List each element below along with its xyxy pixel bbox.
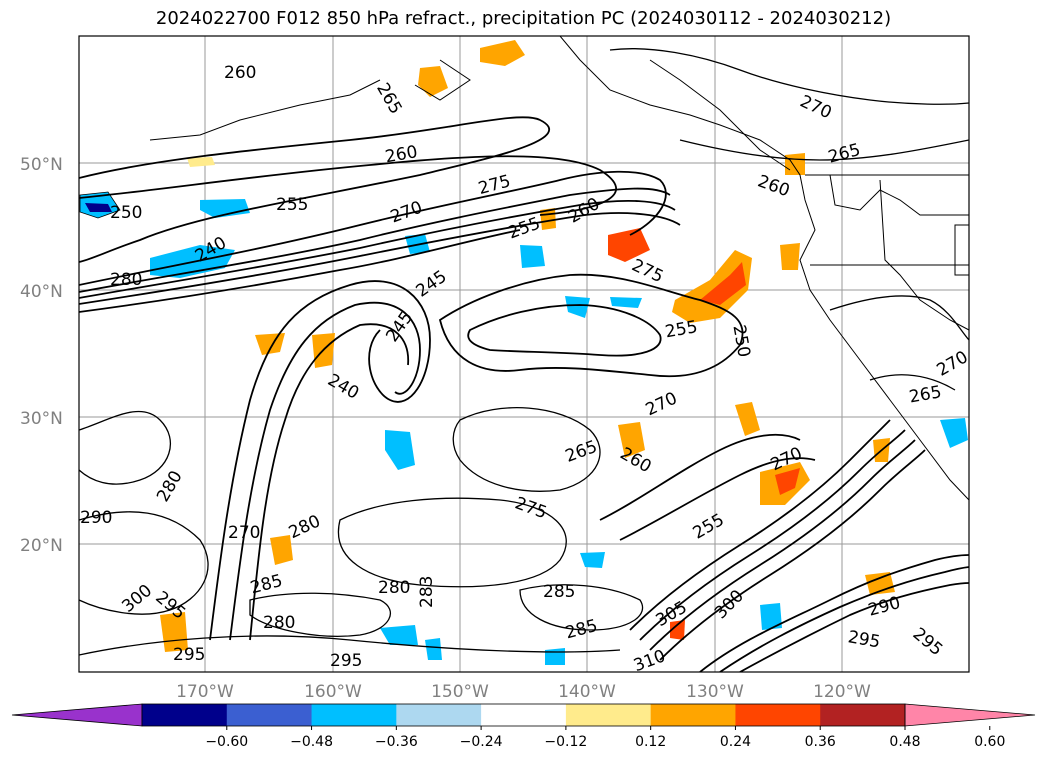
colorbar-tick-label: 0.48 (889, 734, 920, 750)
graticule (79, 36, 969, 672)
colorbar-tick-label: −0.60 (205, 734, 248, 750)
colorbar-tick-label: −0.24 (460, 734, 503, 750)
longitude-labels: 170°W 160°W 150°W 140°W 130°W 120°W (176, 682, 871, 702)
contour-label: 270 (228, 523, 260, 543)
colorbar-segment (820, 704, 906, 726)
coastlines (149, 36, 969, 501)
contour-label: 260 (224, 63, 256, 83)
colorbar-segment (735, 704, 821, 726)
contour-label: 280 (378, 578, 410, 598)
colorbar-tick-label: 0.60 (974, 734, 1005, 750)
colorbar-segment (481, 704, 567, 726)
contour-label: 255 (276, 195, 308, 215)
lon-label: 160°W (304, 682, 362, 702)
refractivity-contours (79, 48, 969, 672)
colorbar-extend-high (904, 703, 1036, 727)
contour-label: 295 (173, 645, 205, 665)
colorbar-tick-label: −0.12 (544, 734, 587, 750)
lat-label: 30°N (20, 409, 63, 429)
colorbar-tick-label: 0.12 (635, 734, 666, 750)
colorbar-tick-label: 0.24 (720, 734, 751, 750)
colorbar-segment (142, 704, 228, 726)
lon-label: 170°W (176, 682, 234, 702)
colorbar-segment (226, 704, 313, 726)
colorbar-tick-label: −0.48 (290, 734, 333, 750)
colorbar-tick-label: 0.36 (805, 734, 836, 750)
contour-label: 283 (417, 576, 437, 608)
map-title: 2024022700 F012 850 hPa refract., precip… (155, 8, 892, 29)
colorbar-tick-label: −0.36 (375, 734, 418, 750)
precip-shading (79, 40, 968, 665)
colorbar: −0.60 −0.48 −0.36 −0.24 −0.12 0.12 0.24 0.36 0.4… (11, 703, 1036, 750)
lat-label: 50°N (20, 155, 63, 175)
colorbar-segment (396, 704, 482, 726)
contour-label: 295 (330, 651, 362, 671)
lat-label: 20°N (20, 536, 63, 556)
colorbar-segment (311, 704, 397, 726)
lat-label: 40°N (20, 282, 63, 302)
lon-label: 120°W (813, 682, 871, 702)
contour-label: 290 (80, 508, 112, 528)
colorbar-segment (565, 704, 652, 726)
latitude-labels: 50°N 40°N 30°N 20°N (20, 155, 63, 556)
contour-label: 285 (543, 582, 575, 602)
colorbar-extend-low (11, 703, 143, 727)
colorbar-segment (650, 704, 736, 726)
lon-label: 150°W (431, 682, 489, 702)
contour-label: 280 (263, 613, 295, 633)
lon-label: 140°W (558, 682, 616, 702)
map-panel: 260 265 270 265 260 255 250 245 240 255 … (78, 35, 970, 673)
contour-label: 280 (110, 270, 142, 290)
contour-label: 250 (110, 203, 142, 223)
lon-label: 130°W (686, 682, 744, 702)
